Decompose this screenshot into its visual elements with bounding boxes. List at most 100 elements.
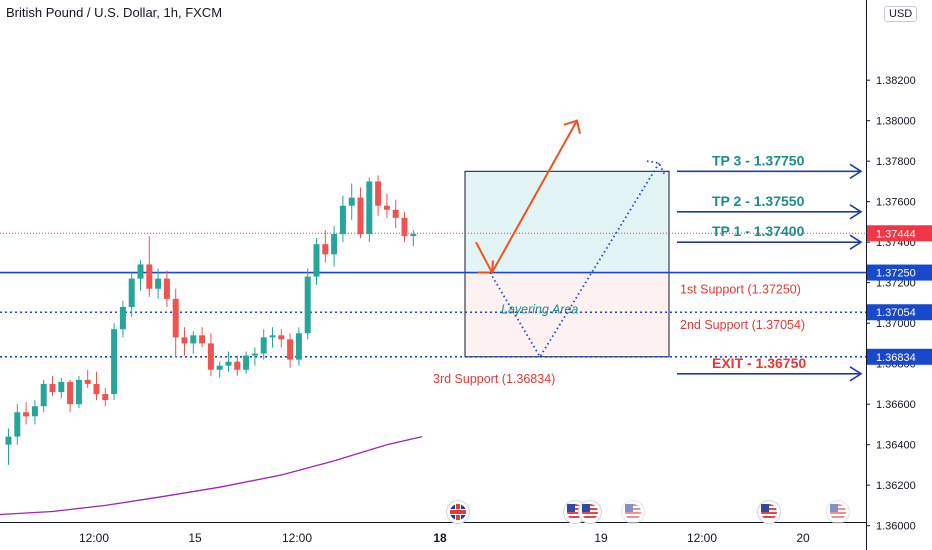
candle[interactable] [313,238,320,285]
candle-body [313,244,320,277]
candle[interactable] [190,331,197,354]
candle[interactable] [146,236,153,297]
candle-body [119,306,126,330]
candle-body [339,205,346,235]
currency-selector[interactable]: USD [884,6,918,22]
candle[interactable] [199,327,206,348]
candle[interactable] [401,211,408,243]
candle-body [401,217,408,237]
candle-body [31,406,38,417]
candle[interactable] [348,183,355,220]
candle[interactable] [102,387,109,407]
candle[interactable] [163,270,170,307]
candle[interactable] [137,260,144,291]
candle[interactable] [181,327,188,356]
candle-body [216,365,223,370]
candle-body [392,209,399,218]
price-tick-label: 1.38000 [876,116,916,128]
candle-body [207,343,214,370]
price-tick-label: 1.38200 [876,75,916,87]
candle[interactable] [392,199,399,228]
flag-graphic [582,504,598,520]
uk-event-flag-icon[interactable] [446,500,470,524]
candle-body [348,197,355,206]
us-event-flag-icon[interactable] [826,500,850,524]
candle-body [128,278,135,307]
candle[interactable] [119,300,126,338]
time-tick-label: 20 [796,531,810,545]
candle-body [146,264,153,289]
candle[interactable] [75,375,82,409]
candle[interactable] [14,404,21,445]
candle[interactable] [383,193,390,218]
price-tag: 1.36834 [867,348,932,365]
exit-label: EXIT - 1.36750 [712,355,806,371]
price-tick-label: 1.37200 [876,278,916,290]
candle[interactable] [295,327,302,366]
price-tag-label: 1.37250 [876,268,916,280]
candle-body [383,205,390,210]
candle-body [357,197,364,235]
candle-body [190,335,197,344]
candle[interactable] [366,177,373,243]
us-event-flag-icon[interactable] [621,500,645,524]
candle-body [331,234,338,255]
price-tick-label: 1.37000 [876,318,916,330]
candle[interactable] [5,428,12,465]
candle[interactable] [269,327,276,348]
candle[interactable] [58,377,65,399]
candle[interactable] [287,333,294,368]
candle-body [172,298,179,338]
candle[interactable] [67,379,74,413]
candle[interactable] [111,323,118,401]
tp2-label: TP 2 - 1.37550 [712,193,805,209]
price-tick-label: 1.36400 [876,440,916,452]
price-tag-label: 1.36834 [876,352,916,364]
time-tick-label: 15 [188,531,202,545]
candle[interactable] [331,225,338,267]
candle[interactable] [216,361,223,378]
us-event-flag-icon[interactable] [757,500,781,524]
candle[interactable] [375,175,382,216]
tp1-arrow [677,234,863,250]
candle[interactable] [225,351,232,372]
us-event-flag-icon[interactable] [578,500,602,524]
candle[interactable] [410,230,417,247]
candle[interactable] [31,400,38,425]
candle-body [102,394,109,401]
candle[interactable] [84,369,91,388]
candle[interactable] [260,329,267,360]
candle-body [375,181,382,206]
candle[interactable] [357,187,364,239]
candle[interactable] [243,351,250,374]
candle[interactable] [278,329,285,348]
time-tick-label: 12:00 [282,531,312,545]
candle-body [199,335,206,344]
flag-graphic [761,504,777,520]
candle-body [75,379,82,405]
candle[interactable] [234,355,241,376]
candle-body [295,333,302,360]
candle[interactable] [304,268,311,340]
candle[interactable] [172,288,179,358]
candle[interactable] [322,230,329,263]
candle[interactable] [40,379,47,413]
price-tick-label: 1.36200 [876,480,916,492]
candle[interactable] [23,402,30,425]
support3-label: 3rd Support (1.36834) [433,372,555,386]
candle-body [278,335,285,340]
candle[interactable] [339,195,346,243]
candle[interactable] [93,371,100,401]
time-tick-label: 19 [594,531,608,545]
flag-graphic [830,504,846,520]
candle[interactable] [251,347,258,366]
candle[interactable] [155,268,162,299]
exit-arrow [677,366,863,382]
candle[interactable] [49,375,56,397]
candle[interactable] [128,272,135,318]
candle-body [163,278,170,299]
candle-body [243,355,250,370]
price-tick-label: 1.37800 [876,156,916,168]
candle[interactable] [207,333,214,376]
